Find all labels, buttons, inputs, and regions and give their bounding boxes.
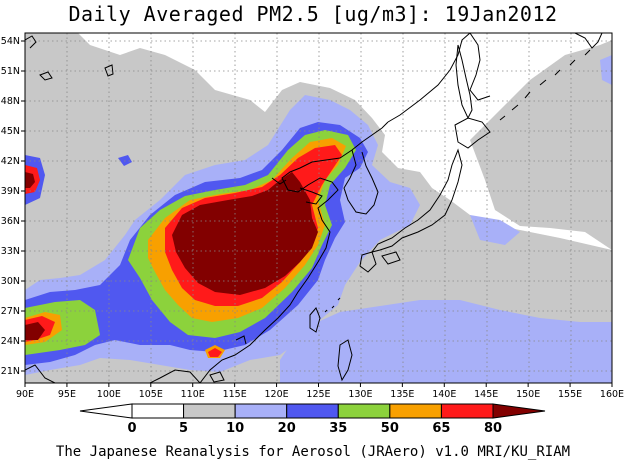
coast-ryukyu bbox=[324, 297, 341, 313]
lat-tick-label: 21N bbox=[1, 366, 20, 377]
colorbar-box bbox=[389, 403, 442, 419]
coast-taiwan bbox=[309, 307, 321, 333]
lon-tick-label: 140E bbox=[432, 389, 456, 400]
lon-tick-label: 130E bbox=[348, 389, 372, 400]
coast-hainan bbox=[209, 371, 225, 383]
coast-shandong bbox=[299, 187, 323, 205]
coast-kyushu bbox=[359, 251, 377, 273]
lon-tick-label: 110E bbox=[181, 389, 205, 400]
colorbar-box bbox=[440, 403, 494, 419]
colorbar-label: 65 bbox=[432, 421, 450, 436]
coast-indochina bbox=[25, 364, 201, 383]
coast-china bbox=[199, 121, 389, 383]
lon-tick-label: 90E bbox=[16, 389, 34, 400]
contour-lightblue-east1 bbox=[470, 215, 520, 245]
map-title: Daily Averaged PM2.5 [ug/m3]: 19Jan2012 bbox=[68, 2, 558, 26]
colorbar-box bbox=[286, 403, 339, 419]
coast-russia bbox=[387, 33, 471, 123]
coast-luzon bbox=[337, 339, 353, 382]
coast-sea-isle bbox=[235, 335, 247, 345]
lat-tick-label: 51N bbox=[1, 66, 20, 77]
colorbar-label: 35 bbox=[329, 421, 347, 436]
colorbar-box bbox=[183, 403, 236, 419]
coast-kuril bbox=[499, 49, 591, 121]
colorbar-box bbox=[337, 403, 391, 419]
lon-tick-label: 125E bbox=[306, 389, 330, 400]
lat-tick-label: 36N bbox=[1, 216, 20, 227]
contour-lightblue-sea bbox=[390, 308, 412, 332]
coast-korea bbox=[343, 149, 379, 215]
colorbar-label: 5 bbox=[179, 421, 188, 436]
coast-kamchatka bbox=[574, 33, 603, 49]
colorbar-under-triangle bbox=[79, 403, 133, 419]
coastlines bbox=[25, 33, 603, 383]
coast-lake bbox=[104, 64, 114, 77]
contour-blue-spot bbox=[118, 155, 132, 166]
lat-tick-label: 27N bbox=[1, 306, 20, 317]
contour-darkred-northwest bbox=[25, 172, 35, 188]
colorbar: 0 5 10 20 35 50 65 80 bbox=[79, 403, 546, 436]
lat-tick-label: 39N bbox=[1, 186, 20, 197]
lat-tick-label: 30N bbox=[1, 276, 20, 287]
coast-liaodong bbox=[271, 177, 287, 185]
colorbar-label: 50 bbox=[381, 421, 399, 436]
contour-gray-east bbox=[470, 40, 612, 250]
coast-shikoku bbox=[381, 251, 401, 265]
coast-honshu bbox=[370, 148, 463, 253]
lon-tick-label: 95E bbox=[58, 389, 76, 400]
lat-tick-label: 24N bbox=[1, 336, 20, 347]
pm25-contours bbox=[25, 33, 612, 383]
lon-tick-label: 135E bbox=[390, 389, 414, 400]
coast-sakhalin bbox=[455, 44, 473, 120]
credit-line: The Japanese Reanalysis for Aerosol (JRA… bbox=[55, 444, 571, 460]
coast-northwest bbox=[25, 35, 53, 81]
lat-tick-label: 45N bbox=[1, 126, 20, 137]
lon-axis: 90E 95E 100E 105E 110E 115E 120E 125E 130E 135E 14… bbox=[16, 383, 624, 400]
colorbar-label: 80 bbox=[484, 421, 502, 436]
lat-tick-label: 42N bbox=[1, 156, 20, 167]
lon-tick-label: 145E bbox=[474, 389, 498, 400]
colorbar-label: 0 bbox=[127, 421, 136, 436]
lon-tick-label: 100E bbox=[97, 389, 121, 400]
contour-red-south bbox=[208, 348, 222, 357]
colorbar-label: 20 bbox=[278, 421, 296, 436]
contour-darkred-west bbox=[25, 322, 45, 340]
lat-axis: 54N 51N 48N 45N 42N 39N 36N 33N 30N 27N 24N 21N bbox=[1, 36, 25, 377]
contour-lightblue-east2 bbox=[600, 55, 612, 85]
lon-tick-label: 160E bbox=[600, 389, 624, 400]
coast-okhotsk bbox=[469, 33, 491, 101]
lat-tick-label: 54N bbox=[1, 36, 20, 47]
contour-gray-northwest bbox=[25, 33, 85, 100]
colorbar-label: 10 bbox=[226, 421, 244, 436]
lon-tick-label: 115E bbox=[223, 389, 247, 400]
lon-tick-label: 105E bbox=[139, 389, 163, 400]
lat-tick-label: 33N bbox=[1, 246, 20, 257]
contour-darkred-china bbox=[172, 172, 318, 295]
colorbar-over-triangle bbox=[492, 403, 546, 419]
lon-tick-label: 120E bbox=[265, 389, 289, 400]
lon-tick-label: 150E bbox=[516, 389, 540, 400]
lat-tick-label: 48N bbox=[1, 96, 20, 107]
colorbar-box bbox=[131, 403, 185, 419]
coast-hokkaido bbox=[454, 117, 491, 149]
colorbar-box bbox=[234, 403, 288, 419]
lon-tick-label: 155E bbox=[558, 389, 582, 400]
